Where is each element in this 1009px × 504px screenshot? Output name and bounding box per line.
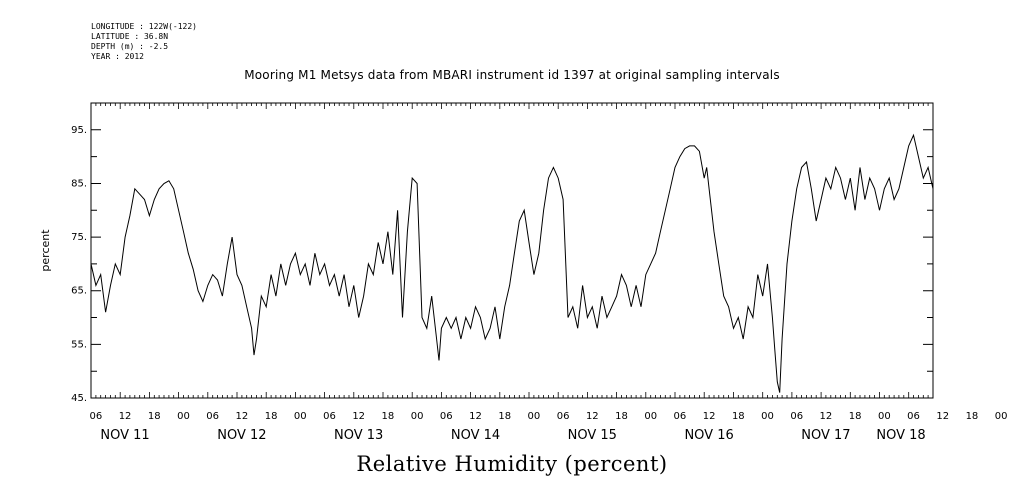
x-hour-tick-label: 12 [236,411,249,422]
x-hour-tick-label: 06 [440,411,453,422]
y-ticks [91,102,933,399]
x-hour-tick-label: 12 [820,411,833,422]
x-day-label: NOV 16 [684,428,733,443]
x-hour-tick-label: 18 [382,411,395,422]
x-hour-tick-label: 00 [995,411,1008,422]
metadata-depth: DEPTH (m) : -2.5 [91,42,169,51]
x-hour-tick-label: 18 [615,411,628,422]
x-hour-tick-label: 06 [323,411,336,422]
x-hour-tick-label: 00 [761,411,774,422]
x-hour-tick-label: 12 [469,411,482,422]
y-tick-label: 85. [71,178,87,189]
x-day-label: NOV 18 [876,428,925,443]
plot-frame [90,102,934,399]
metadata-block: LONGITUDE : 122W(-122) LATITUDE : 36.8N … [91,22,197,62]
x-hour-tick-label: 18 [148,411,161,422]
x-minor-ticks [90,103,934,398]
x-hour-tick-label: 18 [265,411,278,422]
y-tick-label: 55. [71,339,87,350]
x-hour-tick-label: 12 [703,411,716,422]
x-hour-tick-label: 06 [907,411,920,422]
x-hour-tick-label: 00 [177,411,190,422]
x-hour-tick-label: 12 [352,411,365,422]
humidity-series-line [90,133,934,393]
x-day-label: NOV 11 [100,428,149,443]
x-hour-tick-label: 06 [790,411,803,422]
x-hour-tick-label: 18 [498,411,511,422]
metadata-longitude: LONGITUDE : 122W(-122) [91,22,197,31]
x-hour-tick-label: 00 [411,411,424,422]
variable-title: Relative Humidity (percent) [356,452,668,476]
x-day-label: NOV 17 [801,428,850,443]
x-hour-tick-label: 06 [557,411,570,422]
x-hour-tick-label: 00 [878,411,891,422]
y-tick-label: 95. [71,125,87,136]
x-hour-tick-label: 12 [586,411,599,422]
x-hour-tick-label: 18 [966,411,979,422]
x-hour-tick-label: 00 [528,411,541,422]
chart-title: Mooring M1 Metsys data from MBARI instru… [244,68,780,82]
x-day-label: NOV 12 [217,428,266,443]
y-axis-label: percent [39,229,52,272]
x-hour-tick-label: 18 [732,411,745,422]
x-hour-tick-label: 12 [936,411,949,422]
x-hour-tick-label: 06 [206,411,219,422]
metadata-year: YEAR : 2012 [91,52,144,61]
x-day-label: NOV 13 [334,428,383,443]
x-day-label: NOV 15 [568,428,617,443]
x-hour-tick-label: 06 [674,411,687,422]
x-hour-tick-label: 00 [294,411,307,422]
y-tick-label: 75. [71,232,87,243]
x-hour-tick-label: 06 [89,411,102,422]
x-hour-tick-label: 12 [119,411,132,422]
x-day-label: NOV 14 [451,428,500,443]
x-hour-tick-label: 18 [849,411,862,422]
x-hour-tick-label: 00 [644,411,657,422]
y-tick-label: 65. [71,286,87,297]
y-tick-label: 45. [71,393,87,404]
metadata-latitude: LATITUDE : 36.8N [91,32,169,41]
